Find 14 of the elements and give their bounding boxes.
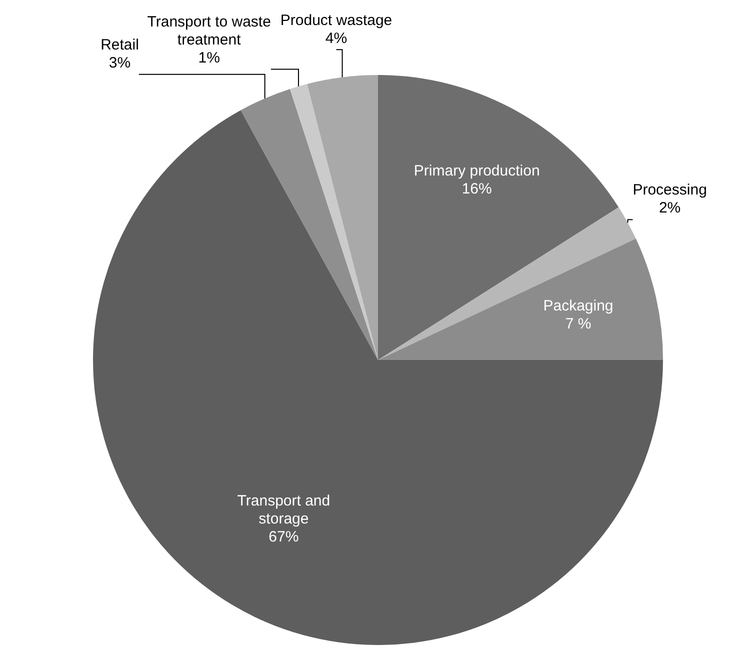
data-label: 7 %: [565, 315, 592, 332]
slice-label: Retail: [100, 36, 139, 54]
data-label: 1%: [198, 49, 220, 66]
slice-label: Transport and storage: [237, 492, 330, 528]
data-label: 2%: [658, 200, 681, 217]
slice-label: Processing: [632, 182, 707, 199]
slice-label: Transport to waste treatment: [147, 13, 271, 48]
data-label: 67%: [268, 528, 299, 546]
data-label: 3%: [108, 54, 131, 72]
data-label: 4%: [325, 30, 348, 47]
data-label: 16%: [462, 180, 492, 198]
slice-label: Packaging: [543, 297, 614, 314]
slice-label: Primary production: [414, 162, 540, 180]
slice-label: Product wastage: [280, 12, 392, 29]
